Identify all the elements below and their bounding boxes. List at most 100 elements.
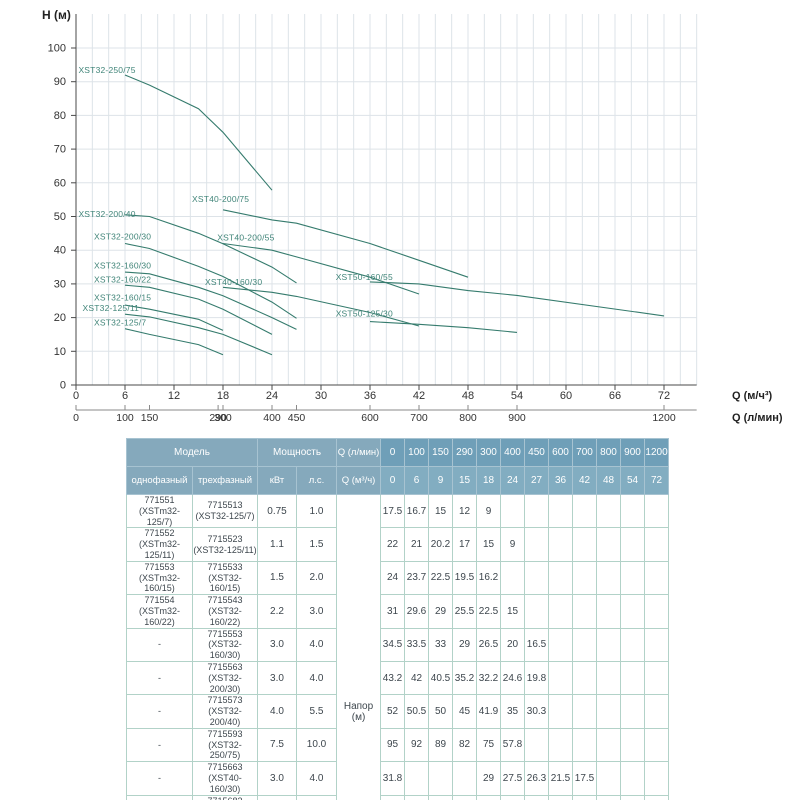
hp-cell: 4.0: [295, 627, 338, 662]
head-value-cell: 75: [476, 727, 502, 763]
head-value-cell: 12: [452, 493, 478, 529]
head-value-cell: 32.2: [476, 660, 502, 696]
head-value-cell: [596, 761, 622, 796]
m3h-column-header: 54: [620, 466, 646, 495]
power-header: Мощность: [256, 438, 338, 467]
head-value-cell: 21.5: [548, 761, 574, 796]
m3h-column-header: 6: [404, 466, 430, 495]
curve-label: XST40-160/30: [205, 277, 262, 287]
head-value-cell: [548, 594, 574, 629]
single-phase-model-cell: -: [126, 794, 193, 800]
head-value-cell: [644, 794, 670, 800]
head-value-cell: [644, 594, 670, 629]
pump-curve: [124, 214, 297, 284]
head-value-cell: 25.5: [452, 594, 478, 629]
y-axis-title: Н (м): [42, 8, 71, 22]
m3h-column-header: 27: [524, 466, 550, 495]
three-phase-header: трехфазный: [192, 466, 258, 495]
x-tick-label-m3h: 36: [364, 390, 376, 402]
lpm-column-header: 300: [476, 438, 502, 467]
head-value-cell: [644, 660, 670, 696]
hp-cell: 1.0: [295, 493, 338, 529]
m3h-column-header: 42: [572, 466, 598, 495]
kw-cell: 4.0: [257, 694, 297, 729]
y-tick-label: 90: [54, 76, 66, 88]
head-value-cell: 19.8: [524, 660, 550, 696]
head-value-cell: 40: [500, 794, 526, 800]
head-value-cell: 20.2: [428, 527, 454, 562]
lpm-column-header: 800: [596, 438, 622, 467]
head-value-cell: [548, 627, 574, 662]
head-value-cell: 17.5: [572, 761, 598, 796]
chart-axes: [75, 14, 697, 411]
head-value-cell: 82: [452, 727, 478, 763]
head-value-cell: [596, 594, 622, 629]
y-tick-label: 70: [54, 144, 66, 156]
pump-curve: [124, 271, 297, 330]
head-value-cell: 45: [452, 694, 478, 729]
table-row: -7715593 (XST32-250/75) 7.5 10.0 95 92 89 82 75 5…: [126, 727, 670, 763]
head-value-cell: 21: [404, 527, 430, 562]
x-tick-label-m3h: 48: [462, 390, 474, 402]
x-tick-label-lpm: 300: [214, 412, 232, 424]
x-tick-label-m3h: 66: [609, 390, 621, 402]
head-value-cell: 9: [476, 493, 502, 529]
head-value-cell: [428, 761, 454, 796]
lpm-column-header: 400: [500, 438, 526, 467]
pump-curve: [124, 313, 273, 356]
head-value-cell: [500, 560, 526, 596]
q-m3h-header: Q (м³/ч): [336, 466, 382, 495]
head-value-cell: [644, 727, 670, 763]
table-row: -7715553 (XST32-160/30) 3.0 4.0 34.5 33.5 33 29…: [126, 627, 670, 662]
hp-cell: 4.0: [295, 660, 338, 696]
table-row: -7715563 (XST32-200/30) 3.0 4.0 43.2 42 40.5 35…: [126, 660, 670, 696]
y-tick-label: 10: [54, 346, 66, 358]
m3h-column-header: 24: [500, 466, 526, 495]
head-value-cell: 23.7: [404, 560, 430, 596]
head-value-cell: [620, 727, 646, 763]
head-value-cell: [620, 694, 646, 729]
curve-label: XST32-160/15: [94, 292, 151, 302]
lpm-column-header: 700: [572, 438, 598, 467]
single-phase-model-cell: 771554 (XSTm32-160/22): [126, 594, 193, 629]
head-value-cell: 9: [500, 527, 526, 562]
head-value-cell: [620, 493, 646, 529]
head-value-cell: 22: [380, 527, 406, 562]
model-header: Модель: [126, 438, 258, 467]
curve-label: XST32-250/75: [78, 65, 135, 75]
head-value-cell: [596, 527, 622, 562]
head-value-cell: [452, 761, 478, 796]
y-tick-label: 80: [54, 110, 66, 122]
head-value-cell: 29: [476, 761, 502, 796]
curve-label: XST40-200/55: [217, 232, 274, 242]
curve-label: XST50-125/30: [336, 309, 393, 319]
kw-cell: 5.5: [257, 794, 297, 800]
x-tick-label-m3h: 18: [217, 390, 229, 402]
curve-label: XST32-125/7: [94, 317, 146, 327]
head-value-cell: 42: [404, 660, 430, 696]
head-value-cell: [548, 493, 574, 529]
hp-cell: 7.5: [295, 794, 338, 800]
head-value-cell: 33: [428, 627, 454, 662]
head-value-cell: 44: [380, 794, 406, 800]
curve-label: XST40-200/75: [192, 194, 249, 204]
pump-curve: [222, 286, 420, 327]
head-value-cell: 31: [380, 594, 406, 629]
head-value-cell: [572, 727, 598, 763]
x-tick-label-lpm: 450: [288, 412, 306, 424]
table-row: -7715663 (XST40-160/30) 3.0 4.0 31.8 29 27.5 26…: [126, 761, 670, 796]
head-value-cell: [572, 627, 598, 662]
x-axis-m3h-title: Q (м/ч³): [732, 390, 773, 402]
lpm-column-header: 150: [428, 438, 454, 467]
hp-cell: 5.5: [295, 694, 338, 729]
head-value-cell: [500, 493, 526, 529]
head-value-cell: 32: [548, 794, 574, 800]
head-value-cell: 50.5: [404, 694, 430, 729]
head-value-cell: 24: [380, 560, 406, 596]
head-value-cell: 50: [428, 694, 454, 729]
x-tick-label-lpm: 900: [508, 412, 526, 424]
single-phase-model-cell: 771552 (XSTm32-125/11): [126, 527, 193, 562]
curve-label: XST32-160/30: [94, 260, 151, 270]
curve-label: XST50-160/55: [336, 272, 393, 282]
